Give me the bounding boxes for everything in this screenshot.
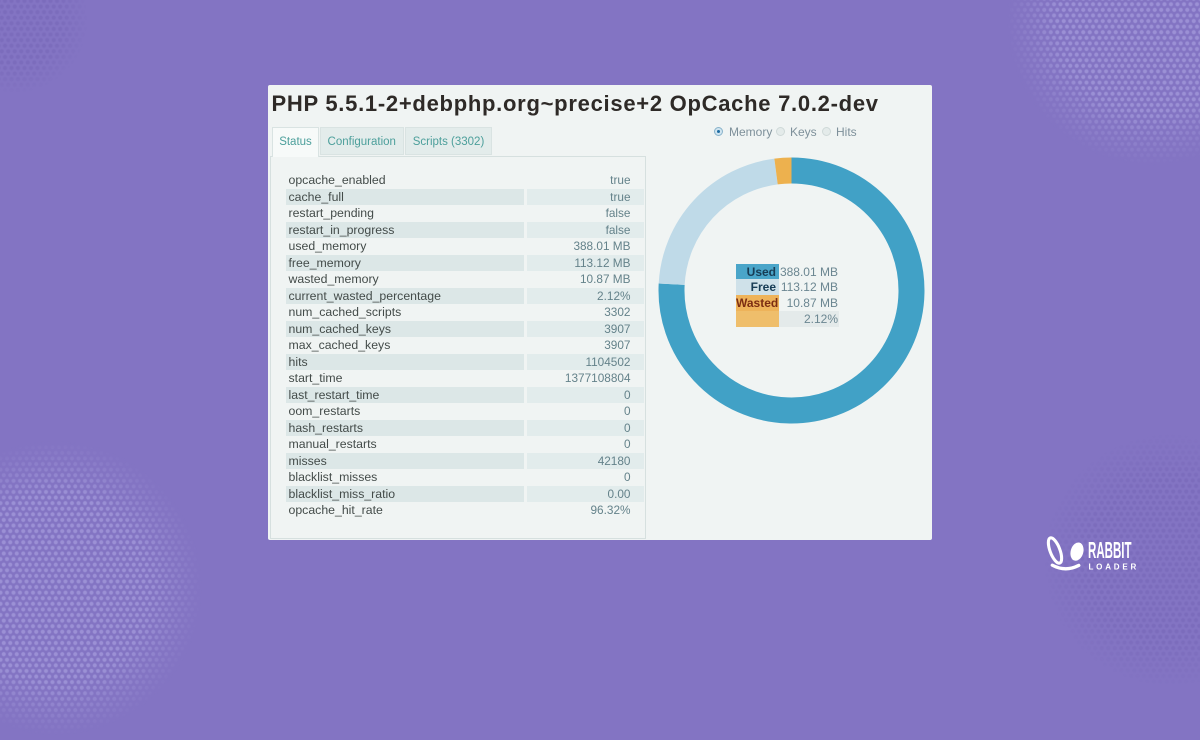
- svg-text:RABBIT: RABBIT: [1088, 536, 1132, 563]
- svg-text:LOADER: LOADER: [1089, 563, 1140, 572]
